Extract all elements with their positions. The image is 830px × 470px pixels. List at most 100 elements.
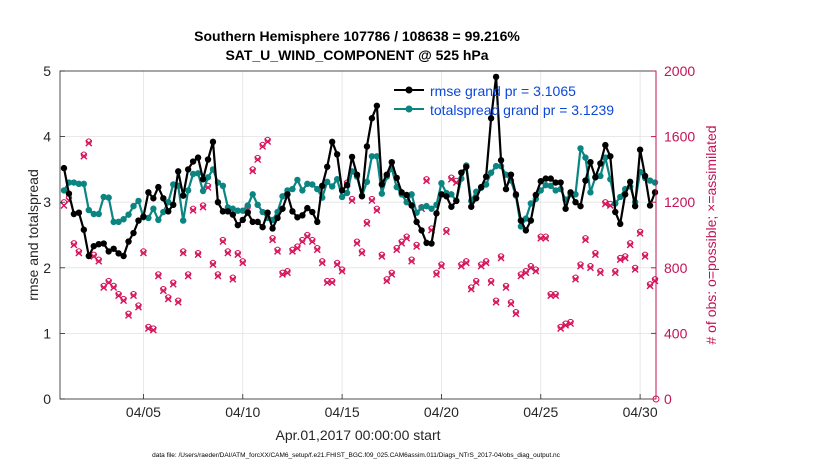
- obs-assimilated-point: [457, 262, 465, 270]
- obs-assimilated-point: [214, 272, 222, 280]
- totalspread-point: [482, 181, 490, 188]
- rmse-point: [617, 220, 624, 228]
- rmse-point: [448, 203, 455, 210]
- obs-assimilated-point: [636, 229, 644, 237]
- obs-assimilated-point: [194, 251, 202, 259]
- obs-assimilated-point: [308, 238, 316, 246]
- obs-assimilated-point: [144, 324, 152, 332]
- y-axis-right-label: # of obs: o=possible; ×=assimilated: [703, 125, 719, 344]
- obs-assimilated-point: [581, 236, 589, 244]
- totalspread-point: [572, 191, 579, 198]
- totalspread-point: [492, 162, 500, 170]
- totalspread-point: [105, 194, 112, 201]
- rmse-point: [646, 202, 654, 209]
- obs-assimilated-point: [224, 249, 232, 257]
- rmse-point: [239, 216, 246, 224]
- rmse-point: [582, 177, 589, 184]
- obs-assimilated-point: [442, 228, 450, 236]
- rmse-point: [304, 204, 311, 212]
- y-right-tick-label: 0: [664, 391, 672, 407]
- obs-assimilated-point: [283, 269, 291, 277]
- rmse-point: [552, 179, 559, 186]
- rmse-point: [398, 189, 405, 196]
- rmse-point: [279, 205, 286, 212]
- obs-assimilated-point: [532, 267, 540, 275]
- y-right-tick-label: 400: [664, 325, 688, 341]
- rmse-point: [537, 178, 544, 185]
- axes-box: [59, 70, 657, 400]
- totalspread-point: [170, 181, 177, 188]
- totalspread-point: [294, 176, 301, 184]
- obs-assimilated-point: [189, 206, 197, 214]
- totalspread-point: [229, 205, 237, 212]
- y-left-tick-label: 1: [43, 325, 51, 341]
- totalspread-point: [428, 205, 435, 212]
- totalspread-point: [259, 208, 266, 216]
- obs-assimilated-point: [557, 324, 565, 332]
- y-right-tick-label: 800: [664, 260, 688, 276]
- totalspread-point: [244, 202, 251, 209]
- totalspread-point: [448, 191, 455, 198]
- y-axis-left-label: rmse and totalspread: [25, 169, 41, 301]
- rmse-point: [572, 199, 579, 206]
- x-tick-label: 04/30: [623, 404, 658, 420]
- totalspread-point: [542, 181, 549, 189]
- rmse-point: [418, 227, 425, 234]
- rmse-point: [522, 227, 530, 234]
- chart-title-line2: SAT_U_WIND_COMPONENT @ 525 hPa: [225, 47, 488, 63]
- rmse-point: [438, 191, 445, 198]
- rmse-point: [130, 229, 137, 237]
- rmse-point: [458, 169, 465, 176]
- rmse-point: [368, 115, 376, 122]
- totalspread-point: [184, 187, 192, 194]
- totalspread-point: [324, 178, 331, 186]
- obs-assimilated-point: [184, 272, 192, 280]
- obs-assimilated-point: [249, 167, 257, 175]
- obs-assimilated-point: [467, 285, 475, 293]
- obs-assimilated-point: [164, 295, 172, 303]
- rmse-point: [626, 178, 634, 186]
- obs-assimilated-point: [611, 269, 619, 277]
- rmse-point: [622, 191, 629, 198]
- rmse-point: [532, 191, 540, 199]
- rmse-point: [473, 195, 480, 202]
- rmse-point: [145, 189, 152, 196]
- obs-assimilated-point: [497, 254, 505, 262]
- totalspread-point: [85, 206, 93, 214]
- obs-assimilated-point: [234, 251, 242, 259]
- rmse-point: [170, 201, 177, 209]
- totalspread-point: [418, 204, 425, 211]
- rmse-point: [641, 172, 649, 180]
- obs-assimilated-point: [432, 270, 440, 278]
- rmse-point: [338, 187, 346, 194]
- obs-assimilated-point: [626, 241, 634, 249]
- rmse-point: [363, 143, 371, 150]
- y-right-tick-label: 1600: [664, 129, 695, 145]
- rmse-point: [542, 175, 549, 182]
- totalspread-point: [145, 214, 152, 222]
- rmse-point: [95, 240, 102, 248]
- obs-assimilated-point: [507, 300, 515, 308]
- rmse-point: [234, 221, 242, 229]
- rmse-point: [517, 217, 525, 224]
- rmse-point: [249, 218, 256, 226]
- totalspread-point: [651, 179, 659, 186]
- y-left-tick-label: 5: [43, 63, 51, 79]
- obs-assimilated-point: [274, 247, 282, 255]
- totalspread-point: [150, 205, 157, 212]
- obs-assimilated-point: [413, 242, 421, 250]
- obs-assimilated-point: [279, 270, 287, 278]
- obs-assimilated-point: [149, 326, 157, 334]
- footer-data-file: data file: /Users/raeder/DAI/ATM_forcXX/…: [152, 452, 561, 459]
- rmse-point: [324, 163, 331, 170]
- rmse-point: [284, 191, 291, 198]
- rmse-point: [189, 158, 197, 165]
- axes-ticks: 04/05 04/10 04/15 04/20 04/25 04/30 0 1 2 3 4 5 0 400…: [43, 63, 695, 420]
- totalspread-point: [582, 154, 589, 161]
- x-tick-label: 04/25: [523, 404, 558, 420]
- rmse-point: [319, 182, 326, 189]
- rmse-point: [229, 211, 237, 218]
- rmse-point: [328, 138, 336, 146]
- y-left-tick-label: 4: [43, 129, 51, 145]
- totalspread-point: [547, 182, 554, 189]
